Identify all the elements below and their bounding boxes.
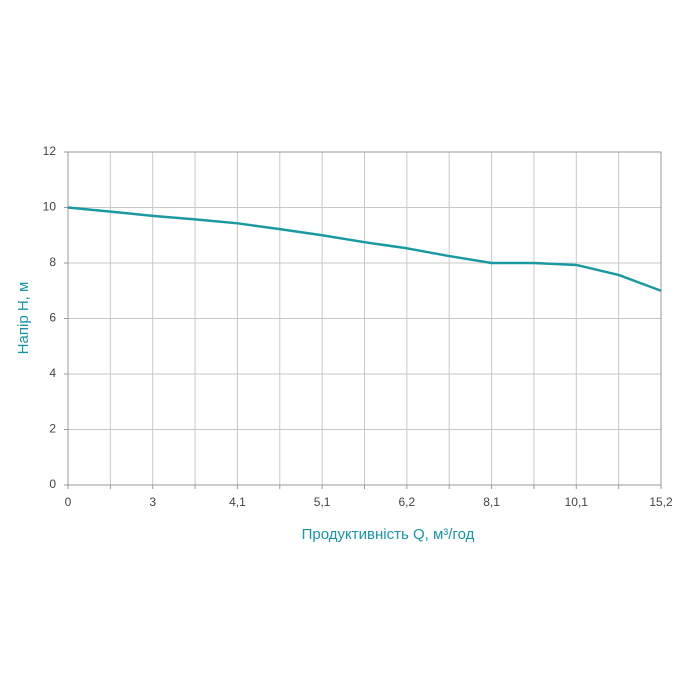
y-tick-label: 8: [49, 255, 56, 269]
y-tick-label: 4: [49, 366, 56, 380]
y-tick-label: 10: [43, 200, 57, 214]
x-tick-label: 15,2: [649, 495, 673, 509]
x-axis-title: Продуктивність Q, м³/год: [302, 526, 475, 543]
x-tick-label: 4,1: [229, 495, 246, 509]
data-line: [67, 206, 662, 292]
x-tick-label: 3: [149, 495, 156, 509]
x-tick-label: 0: [65, 495, 72, 509]
x-tick-label: 6,2: [399, 495, 416, 509]
y-axis-title: Напір Н, м: [15, 282, 32, 355]
y-tick-label: 2: [49, 422, 56, 436]
x-tick-label: 8,1: [483, 495, 500, 509]
x-tick-label: 10,1: [565, 495, 589, 509]
y-tick-label: 6: [49, 311, 56, 325]
x-tick-label: 5,1: [314, 495, 331, 509]
plot-border: [67, 151, 662, 486]
y-tick-label: 0: [49, 477, 56, 491]
y-tick-label: 12: [43, 144, 57, 158]
